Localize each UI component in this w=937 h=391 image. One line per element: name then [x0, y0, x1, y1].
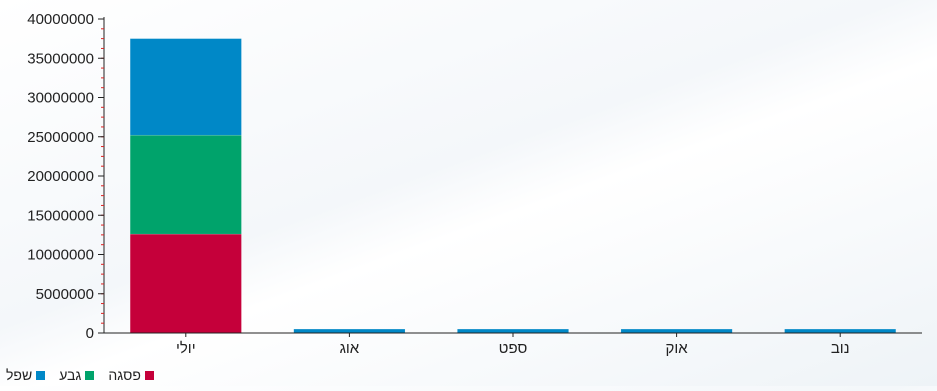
x-tick-label: אוק: [666, 340, 689, 357]
legend-swatch: [85, 370, 95, 380]
legend-label: פסגה: [108, 367, 141, 383]
legend-item-geva[interactable]: גבע: [59, 367, 95, 383]
legend-label: שפל: [6, 367, 33, 383]
legend-item-shefel[interactable]: שפל: [6, 367, 46, 383]
x-tick-label: ספט: [499, 340, 528, 357]
legend-swatch: [144, 370, 154, 380]
bar-segment[interactable]: [129, 233, 242, 334]
bar-segment[interactable]: [620, 328, 733, 334]
legend-item-pisga[interactable]: פסגה: [108, 367, 154, 383]
y-tick-label: 10000000: [27, 247, 94, 264]
legend-swatch: [36, 370, 46, 380]
y-tick-label: 30000000: [27, 90, 94, 107]
legend: פסגה גבע שפל: [6, 366, 154, 384]
y-tick-label: 25000000: [27, 129, 94, 146]
y-tick-label: 0: [86, 325, 94, 342]
bar-segment[interactable]: [457, 328, 569, 334]
bar-segment[interactable]: [784, 328, 897, 334]
x-tick-label: נוב: [831, 340, 850, 357]
y-axis: 0 5000000 10000000 15000000 20000000 25000000…: [27, 11, 105, 342]
bar-segment[interactable]: [129, 134, 242, 235]
y-tick-label: 35000000: [27, 50, 94, 67]
x-tick-label: יולי: [176, 340, 196, 357]
y-tick-label: 5000000: [36, 286, 94, 303]
bar-segment[interactable]: [293, 328, 406, 334]
y-tick-label: 15000000: [27, 207, 94, 224]
y-tick-label: 40000000: [27, 11, 94, 28]
legend-label: גבע: [59, 367, 82, 383]
x-tick-label: אוג: [340, 340, 360, 357]
bars: [129, 38, 897, 334]
x-axis: יולי אוג ספט אוק נוב: [104, 332, 922, 357]
bar-segment[interactable]: [129, 38, 242, 136]
y-tick-label: 20000000: [27, 168, 94, 185]
